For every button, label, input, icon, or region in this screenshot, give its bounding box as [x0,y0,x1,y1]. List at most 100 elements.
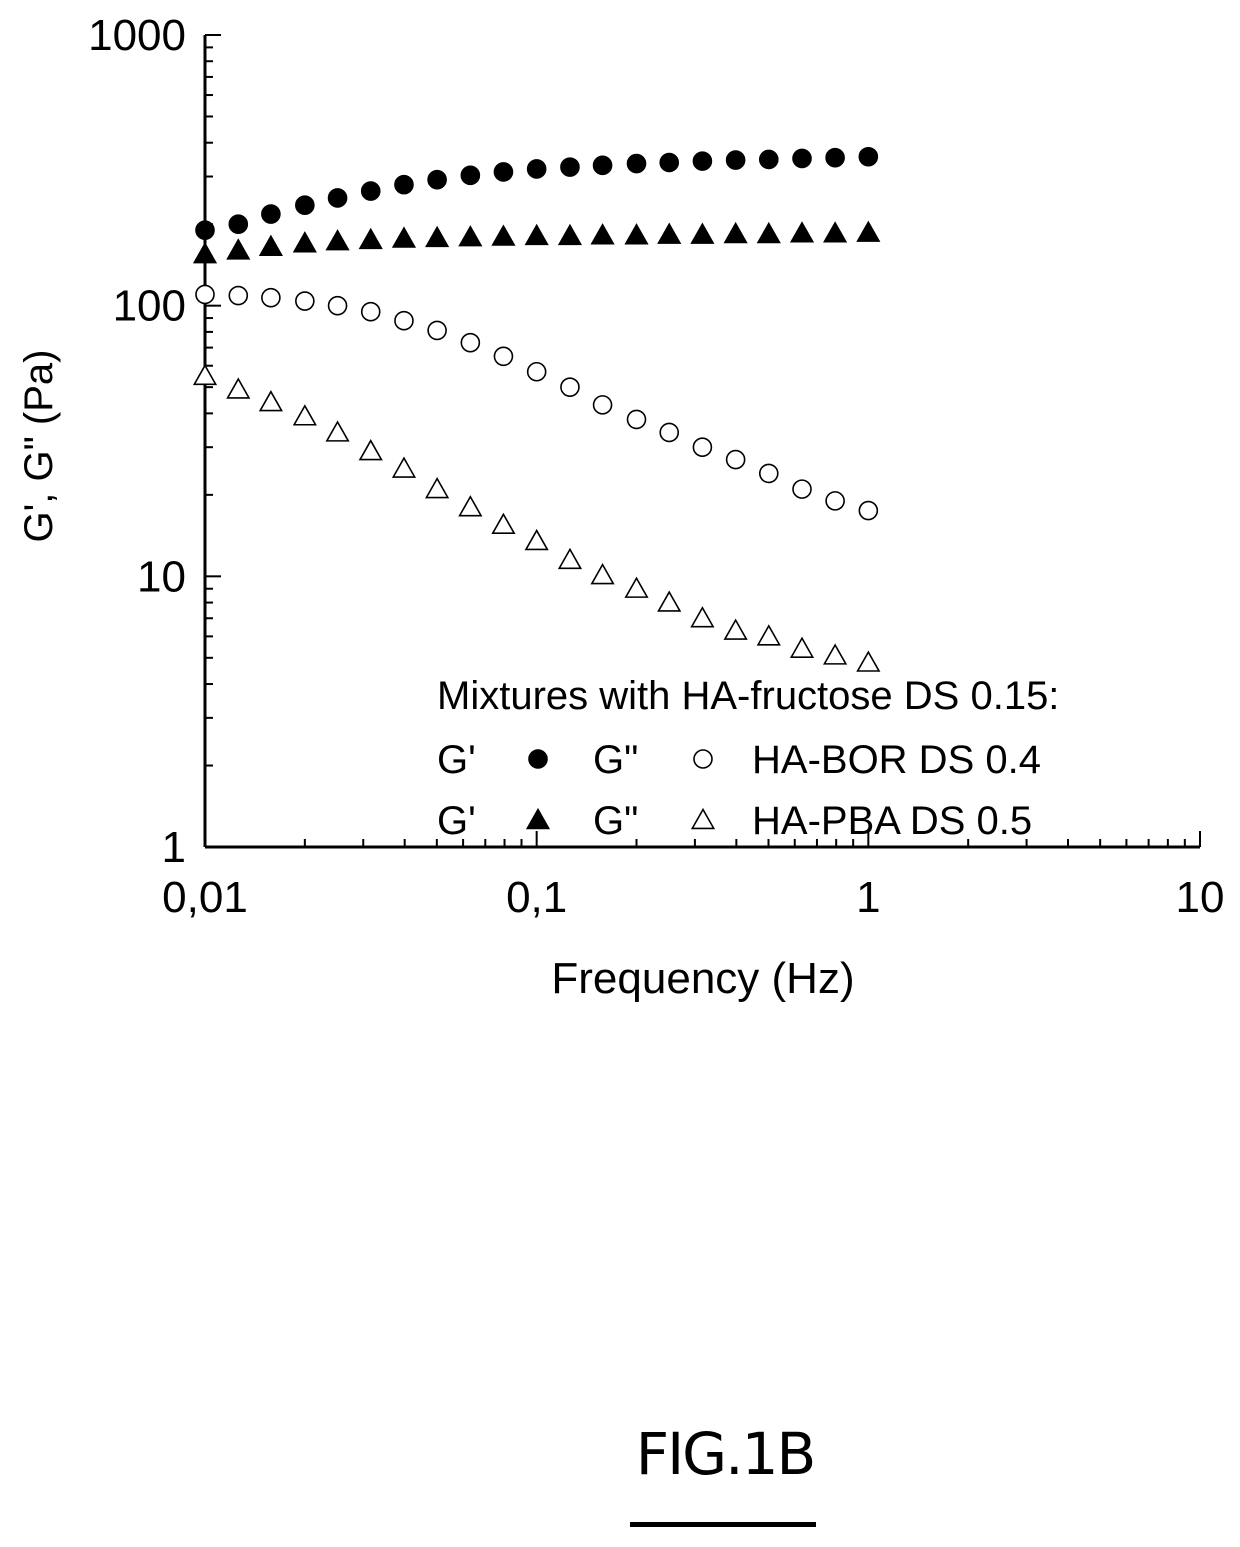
data-point [594,396,612,414]
data-point [393,458,414,477]
data-point [528,160,546,178]
data-point [592,225,613,244]
data-point [793,480,811,498]
data-point [859,148,877,166]
data-point [260,236,281,255]
data-point [725,223,746,242]
data-point [360,229,381,248]
data-point [826,492,844,510]
data-point [559,225,580,244]
data-point [659,592,680,611]
data-point [393,228,414,247]
data-point [526,225,547,244]
data-point [461,334,479,352]
data-point [196,221,214,239]
data-point [493,226,514,245]
data-point [559,549,580,568]
data-point [628,155,646,173]
data-point [194,365,215,384]
series-3 [196,285,877,519]
data-point [426,479,447,498]
data-point [659,224,680,243]
data-point [791,223,812,242]
series-4 [194,365,879,671]
data-point [228,379,249,398]
data-point [528,363,546,381]
data-point [360,441,381,460]
data-point [327,422,348,441]
legend: Mixtures with HA-fructose DS 0.15: G' G" H… [437,674,1059,843]
y-tick-label: 10 [137,552,186,601]
data-point [760,150,778,168]
data-point [296,196,314,214]
data-point [327,231,348,250]
data-point [561,378,579,396]
data-point [824,223,845,242]
figure-label: FIG.1B [610,1420,840,1488]
data-point [628,410,646,428]
data-point [824,645,845,664]
data-point [494,163,512,181]
legend-series-label: HA-PBA DS 0.5 [752,799,1032,843]
data-point [493,514,514,533]
data-point [592,565,613,584]
data-point [229,215,247,233]
figure-label-underline [630,1522,816,1527]
data-point [626,225,647,244]
data-point [460,497,481,516]
data-point [826,149,844,167]
data-point [296,292,314,310]
data-point [791,638,812,657]
legend-series-label: HA-BOR DS 0.4 [752,738,1041,782]
data-point [294,406,315,425]
data-point [594,156,612,174]
data-point [858,652,879,671]
data-point [362,303,380,321]
data-point [228,240,249,259]
data-point [727,451,745,469]
data-point [660,154,678,172]
data-point [426,227,447,246]
data-point [262,205,280,223]
tick-labels: 0,010,11101101001000 [88,11,1224,922]
data-point [460,227,481,246]
data-point [262,289,280,307]
legend-title: Mixtures with HA-fructose DS 0.15: [437,674,1059,718]
data-point [692,608,713,627]
open-triangle-marker-icon [692,810,713,829]
data-point [395,176,413,194]
data-point [395,312,413,330]
data-point [329,297,347,315]
legend-gprime-label: G' [437,799,476,843]
data-point [727,151,745,169]
legend-row: G' G" HA-BOR DS 0.4 [437,738,1041,782]
legend-gdoubleprime-label: G" [593,738,638,782]
data-point [362,182,380,200]
y-tick-label: 1000 [88,11,186,60]
data-point [461,166,479,184]
x-tick-label: 1 [856,873,880,922]
chart: 0,010,11101101001000 Frequency (Hz) G', … [0,0,1240,1060]
y-tick-label: 1 [162,823,186,872]
y-axis-label: G', G" (Pa) [17,350,61,543]
filled-triangle-marker-icon [527,810,548,829]
data-point [725,620,746,639]
x-axis-label: Frequency (Hz) [551,954,854,1003]
data-point [692,224,713,243]
x-tick-label: 0,01 [162,873,248,922]
data-point [329,189,347,207]
data-point [194,244,215,263]
data-point [660,423,678,441]
data-point [793,149,811,167]
data-point [260,392,281,411]
data-point [859,502,877,520]
legend-row: G' G" HA-PBA DS 0.5 [437,799,1032,843]
x-tick-label: 0,1 [506,873,567,922]
data-point [526,531,547,550]
data-point [494,347,512,365]
data-point [760,464,778,482]
x-tick-label: 10 [1176,873,1225,922]
data-point [693,152,711,170]
legend-gdoubleprime-label: G" [593,799,638,843]
legend-gprime-label: G' [437,738,476,782]
